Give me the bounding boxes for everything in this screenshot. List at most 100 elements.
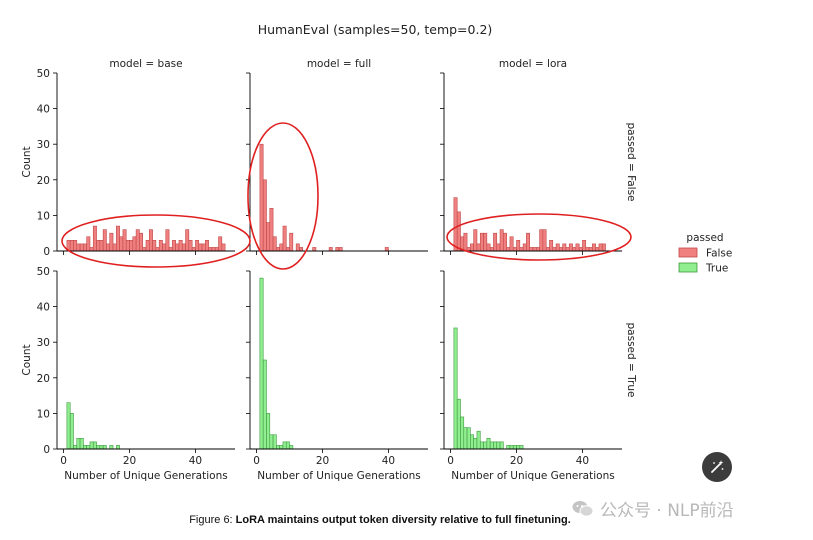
histogram-bar xyxy=(466,247,471,252)
histogram-bar xyxy=(172,240,176,252)
histogram-bar xyxy=(155,247,160,252)
histogram-bar xyxy=(522,243,527,252)
histogram-bar xyxy=(214,247,219,252)
histogram-bar xyxy=(578,247,583,252)
histogram-bar xyxy=(312,247,317,252)
histogram-bar xyxy=(486,438,491,450)
histogram-bar xyxy=(493,232,498,252)
histogram-bar xyxy=(92,225,97,252)
histogram-bar xyxy=(532,247,537,252)
histogram-bar xyxy=(598,243,603,252)
y-tick-label: 40 xyxy=(37,302,50,314)
histogram-bar xyxy=(262,179,267,252)
x-tick-label: 40 xyxy=(189,455,202,467)
histogram-bar xyxy=(208,247,213,252)
histogram-bar xyxy=(66,402,71,450)
watermark: 公众号 · NLP前沿 xyxy=(572,496,734,521)
histogram-bar xyxy=(178,240,183,252)
histogram-bar xyxy=(83,243,87,252)
histogram-bar xyxy=(102,229,107,252)
histogram-bar xyxy=(201,243,206,252)
histogram-bar xyxy=(109,232,114,252)
histogram-bar xyxy=(69,240,74,252)
y-tick-label: 20 xyxy=(37,175,50,187)
histogram-bar xyxy=(276,445,280,450)
histogram-bar xyxy=(470,243,474,252)
watermark-text: 公众号 · NLP前沿 xyxy=(600,501,734,521)
x-tick-label: 20 xyxy=(510,455,523,467)
histogram-bar xyxy=(529,247,534,252)
histogram-bar xyxy=(506,247,511,252)
histogram-bar xyxy=(262,359,267,450)
histogram-bar xyxy=(73,240,78,252)
column-title: model = full xyxy=(307,58,371,70)
y-tick-label: 20 xyxy=(37,373,50,385)
histogram-bar xyxy=(453,327,458,450)
histogram-bar xyxy=(585,247,590,252)
histogram-bar xyxy=(106,243,111,252)
histogram-bar xyxy=(76,243,81,252)
histogram-bar xyxy=(109,445,114,450)
histogram-bar xyxy=(122,229,127,252)
histogram-bar xyxy=(158,240,163,252)
legend-title: passed xyxy=(686,232,723,244)
histogram-bar xyxy=(175,243,180,252)
histogram-bar xyxy=(489,247,494,252)
histogram-bar xyxy=(519,445,524,450)
histogram-bar xyxy=(79,243,84,252)
histogram-bar xyxy=(499,441,504,450)
histogram-bar xyxy=(168,247,173,252)
histogram-bar xyxy=(299,247,304,252)
histogram-bar xyxy=(188,240,193,252)
histogram-bar xyxy=(285,441,290,450)
histogram-bar xyxy=(282,441,287,450)
histogram-bar xyxy=(555,243,560,252)
row-title: passed = False xyxy=(625,123,637,202)
histogram-bar xyxy=(542,229,547,252)
x-tick-label: 0 xyxy=(253,455,260,467)
y-tick-label: 0 xyxy=(43,444,50,456)
histogram-bar xyxy=(582,240,587,252)
histogram-bar xyxy=(575,243,580,252)
histogram-bar xyxy=(456,398,461,450)
histogram-bar xyxy=(116,225,120,252)
histogram-bar xyxy=(545,247,550,252)
histogram-bar xyxy=(549,240,554,252)
histogram-bar xyxy=(119,236,124,252)
x-tick-label: 40 xyxy=(576,455,589,467)
histogram-bar xyxy=(601,243,606,252)
histogram-bar xyxy=(148,229,153,252)
histogram-bar xyxy=(96,240,101,252)
wechat-logo-icon xyxy=(572,500,594,517)
histogram-bar xyxy=(384,247,389,252)
histogram-bar xyxy=(116,445,120,450)
row-title: passed = True xyxy=(625,323,637,398)
histogram-bar xyxy=(483,232,488,252)
histogram-bar xyxy=(259,143,264,252)
histogram-bar xyxy=(272,434,277,450)
histogram-bar xyxy=(539,229,544,252)
y-tick-label: 10 xyxy=(37,408,50,420)
histogram-bar xyxy=(476,243,481,252)
histogram-bar xyxy=(463,232,468,252)
histogram-bar xyxy=(279,445,284,450)
y-axis-label: Count xyxy=(21,146,33,177)
magic-wand-button[interactable] xyxy=(702,452,732,482)
histogram-bar xyxy=(486,243,491,252)
histogram-bar xyxy=(125,240,130,252)
histogram-bar xyxy=(272,236,277,252)
facet-panels: 0 10 20 30 40 50 model = base Count model = full… xyxy=(21,58,637,482)
panel-lora-true: 0 20 40 Number of Unique Generations passed … xyxy=(440,270,637,482)
histogram-bar xyxy=(338,247,343,252)
chart-title: HumanEval (samples=50, temp=0.2) xyxy=(258,22,493,37)
annotation-ellipse xyxy=(446,213,632,261)
histogram-bar xyxy=(572,247,577,252)
histogram-bar xyxy=(328,247,333,252)
histogram-bar xyxy=(89,441,94,450)
x-tick-label: 20 xyxy=(123,455,136,467)
histogram-bar xyxy=(129,240,134,252)
histogram-bar xyxy=(285,247,290,252)
histogram-bar xyxy=(266,222,271,252)
histogram-bar xyxy=(96,445,101,450)
histogram-bar xyxy=(83,445,87,450)
